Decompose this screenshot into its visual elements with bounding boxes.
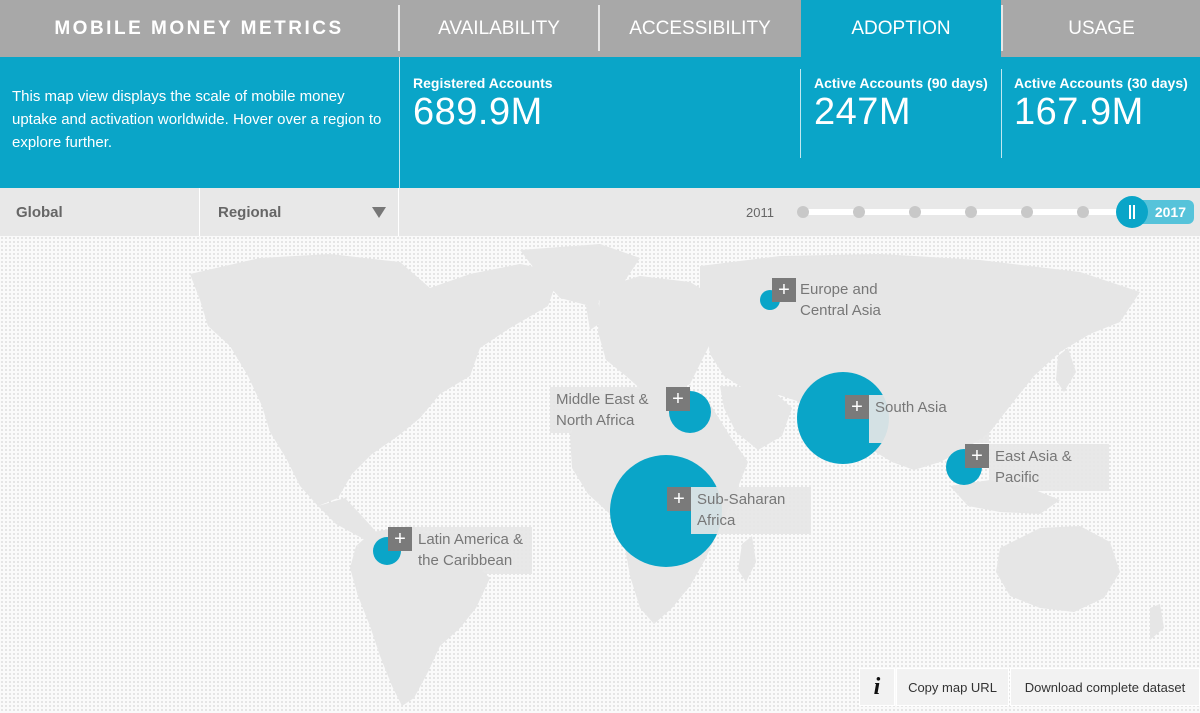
tab-usage[interactable]: USAGE bbox=[1068, 17, 1135, 39]
copy-map-url-button[interactable]: Copy map URL bbox=[896, 668, 1009, 706]
control-bar: Global Regional 2011 2017 bbox=[0, 188, 1200, 236]
band-divider bbox=[399, 57, 400, 188]
world-map[interactable]: Europe and Central Asia + Middle East & … bbox=[0, 236, 1200, 713]
tab-adoption[interactable]: ADOPTION bbox=[801, 0, 1001, 57]
caret-down-icon bbox=[372, 207, 386, 218]
region-label-line: North Africa bbox=[556, 412, 635, 429]
region-label-line: Sub-Saharan bbox=[697, 491, 786, 508]
uk-shape bbox=[586, 300, 602, 330]
control-divider bbox=[398, 188, 399, 236]
new-zealand-shape bbox=[1150, 604, 1164, 640]
nav-separator bbox=[398, 5, 400, 51]
year-slider-tick[interactable] bbox=[909, 206, 921, 218]
nav-separator bbox=[598, 5, 600, 51]
tab-availability[interactable]: AVAILABILITY bbox=[438, 17, 560, 39]
region-label-line: the Caribbean bbox=[418, 552, 513, 569]
band-divider bbox=[1001, 69, 1002, 158]
year-slider-tick[interactable] bbox=[965, 206, 977, 218]
nav-separator bbox=[1001, 5, 1003, 51]
region-label-latin-america-caribbean[interactable]: Latin America & the Caribbean bbox=[412, 527, 532, 574]
expand-latin-america-caribbean-button[interactable]: + bbox=[388, 527, 412, 551]
scope-global-button[interactable]: Global bbox=[16, 203, 63, 221]
info-button[interactable]: i bbox=[859, 668, 895, 706]
metric-active-90-days: Active Accounts (90 days) 247M bbox=[814, 75, 988, 133]
top-navigation: MOBILE MONEY METRICS AVAILABILITY ACCESS… bbox=[0, 0, 1200, 57]
metric-active-30-days: Active Accounts (30 days) 167.9M bbox=[1014, 75, 1188, 133]
year-slider-handle[interactable] bbox=[1116, 196, 1148, 228]
year-slider-tick[interactable] bbox=[1021, 206, 1033, 218]
metric-value: 247M bbox=[814, 91, 912, 133]
dropdown-label: Regional bbox=[218, 203, 282, 221]
madagascar-shape bbox=[738, 536, 756, 582]
region-label-line: Europe and bbox=[800, 281, 878, 298]
year-slider-tick[interactable] bbox=[1077, 206, 1089, 218]
metric-label: Active Accounts (30 days) bbox=[1014, 75, 1188, 91]
north-america-shape bbox=[190, 254, 560, 506]
brand-title: MOBILE MONEY METRICS bbox=[54, 17, 344, 39]
southeast-asia-islands-shape bbox=[950, 480, 1060, 514]
region-label-east-asia-pacific[interactable]: East Asia & Pacific bbox=[989, 444, 1109, 491]
expand-sub-saharan-africa-button[interactable]: + bbox=[667, 487, 691, 511]
region-label-line: South Asia bbox=[875, 399, 947, 416]
tab-accessibility[interactable]: ACCESSIBILITY bbox=[629, 17, 771, 39]
year-start-label: 2011 bbox=[746, 205, 774, 220]
expand-middle-east-north-africa-button[interactable]: + bbox=[666, 387, 690, 411]
region-label-line: Middle East & bbox=[556, 391, 649, 408]
region-label-middle-east-north-africa[interactable]: Middle East & North Africa bbox=[550, 387, 664, 433]
australia-shape bbox=[996, 526, 1120, 612]
metric-registered-accounts: Registered Accounts 689.9M bbox=[413, 75, 553, 133]
metric-label: Registered Accounts bbox=[413, 75, 553, 91]
arabia-shape bbox=[720, 386, 792, 450]
year-slider-tick[interactable] bbox=[797, 206, 809, 218]
region-label-sub-saharan-africa[interactable]: Sub-Saharan Africa bbox=[691, 487, 811, 534]
japan-shape bbox=[1056, 348, 1076, 392]
metric-value: 689.9M bbox=[413, 91, 543, 133]
info-icon: i bbox=[873, 673, 881, 700]
region-label-line: Central Asia bbox=[800, 302, 881, 319]
band-divider bbox=[800, 69, 801, 158]
expand-europe-central-asia-button[interactable]: + bbox=[772, 278, 796, 302]
europe-shape bbox=[598, 276, 720, 396]
metric-label: Active Accounts (90 days) bbox=[814, 75, 988, 91]
region-label-line: Africa bbox=[697, 512, 736, 529]
download-dataset-button[interactable]: Download complete dataset bbox=[1010, 668, 1200, 706]
region-label-europe-central-asia[interactable]: Europe and Central Asia bbox=[794, 277, 914, 323]
map-description: This map view displays the scale of mobi… bbox=[12, 88, 382, 151]
metric-value: 167.9M bbox=[1014, 91, 1144, 133]
region-label-line: Latin America & bbox=[418, 531, 524, 548]
expand-east-asia-pacific-button[interactable]: + bbox=[965, 444, 989, 468]
year-slider-tick[interactable] bbox=[853, 206, 865, 218]
region-label-line: Pacific bbox=[995, 469, 1040, 486]
region-label-south-asia[interactable]: South Asia bbox=[869, 395, 989, 443]
expand-south-asia-button[interactable]: + bbox=[845, 395, 869, 419]
scope-regional-dropdown[interactable]: Regional bbox=[218, 188, 396, 236]
summary-band: This map view displays the scale of mobi… bbox=[0, 57, 1200, 188]
control-divider bbox=[199, 188, 200, 236]
region-label-line: East Asia & bbox=[995, 448, 1072, 465]
